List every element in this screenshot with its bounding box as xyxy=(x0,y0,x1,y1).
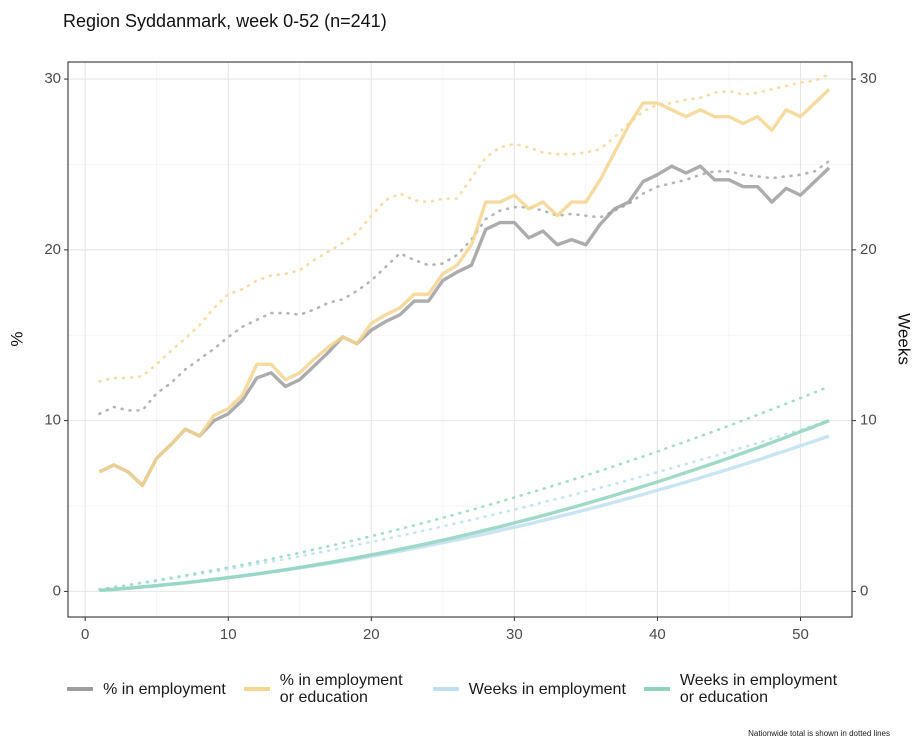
line xyxy=(98,88,831,488)
legend-label: % in employment or education xyxy=(279,672,403,706)
x-tick-label: 20 xyxy=(363,626,380,643)
legend-item: Weeks in employment or education xyxy=(640,672,855,706)
y-tick-label: 10 xyxy=(44,412,61,429)
chart: Region Syddanmark, week 0-52 (n=241) % W… xyxy=(7,11,914,643)
line xyxy=(98,164,831,488)
legend-item: % in employment or education xyxy=(240,672,415,706)
legend-label: Weeks in employment xyxy=(468,680,626,698)
y2-axis-label: Weeks xyxy=(895,313,914,365)
x-tick-label: 30 xyxy=(506,626,523,643)
legend-key xyxy=(67,687,94,691)
y-tick-label: 0 xyxy=(53,582,61,599)
dotted-line xyxy=(98,72,831,383)
x-tick-label: 50 xyxy=(792,626,809,643)
x-tick-label: 40 xyxy=(649,626,666,643)
footnote: Nationwide total is shown in dotted line… xyxy=(748,729,890,738)
y-tick-label: 20 xyxy=(44,241,61,258)
legend-key xyxy=(432,687,459,691)
y2-tick-label: 0 xyxy=(860,582,868,599)
legend-key xyxy=(243,687,270,691)
y2-tick-label: 10 xyxy=(860,412,877,429)
x-tick-label: 10 xyxy=(220,626,237,643)
legend-key xyxy=(643,687,670,691)
y2-tick-label: 30 xyxy=(860,70,877,87)
y2-tick-label: 20 xyxy=(860,241,877,258)
plot-panel xyxy=(68,62,852,617)
legend-label: Weeks in employment or education xyxy=(679,672,838,706)
y-tick-label: 30 xyxy=(44,70,61,87)
line xyxy=(99,419,830,593)
y-axis-label: % xyxy=(7,331,26,346)
legend-label: % in employment xyxy=(103,680,226,698)
chart-title: Region Syddanmark, week 0-52 (n=241) xyxy=(63,11,387,31)
plot-border xyxy=(67,61,853,618)
legend-item: % in employment xyxy=(63,681,226,698)
legend-item: Weeks in employment xyxy=(429,681,626,698)
x-tick-label: 0 xyxy=(81,626,89,643)
legend: % in employment % in employment or educat… xyxy=(0,672,918,706)
